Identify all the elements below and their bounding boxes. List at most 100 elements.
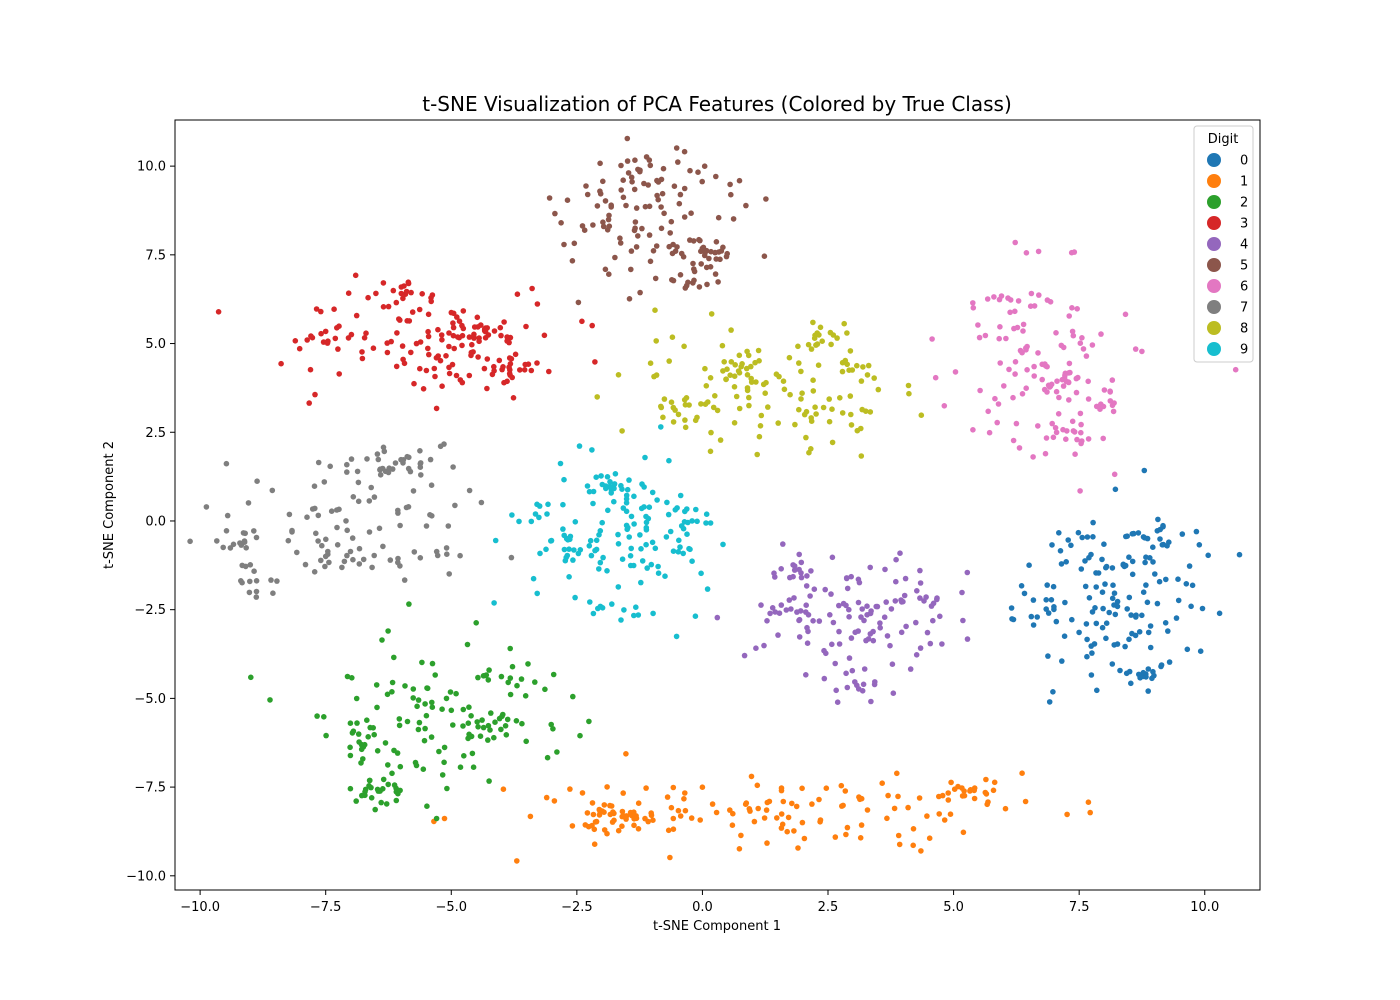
scatter-point-digit-4 (775, 632, 781, 638)
scatter-point-digit-5 (712, 271, 719, 277)
scatter-point-digit-3 (408, 349, 414, 356)
scatter-point-digit-2 (378, 799, 385, 806)
scatter-point-digit-3 (385, 303, 392, 310)
scatter-point-digit-2 (498, 673, 505, 680)
scatter-point-digit-5 (659, 190, 666, 197)
scatter-point-digit-2 (485, 737, 491, 743)
scatter-point-digit-1 (780, 798, 787, 805)
legend-label-digit-0: 0 (1240, 154, 1248, 169)
scatter-point-digit-2 (393, 785, 399, 792)
scatter-point-digit-3 (400, 295, 406, 302)
scatter-point-digit-2 (358, 760, 364, 766)
scatter-point-digit-1 (991, 779, 998, 786)
scatter-point-digit-8 (781, 386, 788, 393)
scatter-point-digit-0 (1111, 602, 1117, 608)
scatter-point-digit-4 (791, 595, 797, 601)
scatter-point-digit-8 (808, 415, 814, 421)
scatter-point-digit-4 (939, 641, 945, 647)
scatter-point-digit-0 (1101, 541, 1107, 547)
scatter-point-digit-3 (292, 338, 299, 344)
scatter-point-digit-0 (1089, 650, 1095, 656)
scatter-point-digit-8 (871, 375, 877, 381)
scatter-point-digit-5 (688, 210, 694, 216)
legend-label-digit-6: 6 (1240, 280, 1248, 295)
scatter-point-digit-1 (589, 822, 595, 829)
scatter-point-digit-8 (707, 448, 714, 455)
scatter-point-digit-7 (311, 483, 318, 490)
y-tick-label: 7.5 (145, 248, 166, 263)
scatter-point-digit-7 (405, 465, 412, 472)
scatter-point-digit-5 (730, 216, 737, 222)
scatter-point-digit-1 (879, 780, 885, 786)
scatter-point-digit-9 (676, 537, 682, 544)
scatter-point-digit-5 (698, 261, 704, 267)
scatter-point-digit-5 (653, 243, 660, 249)
scatter-point-digit-2 (479, 717, 485, 723)
scatter-point-digit-0 (1112, 611, 1119, 618)
scatter-point-digit-7 (214, 538, 220, 544)
scatter-point-digit-4 (898, 629, 905, 636)
scatter-point-digit-0 (1086, 595, 1093, 601)
scatter-point-digit-4 (852, 679, 858, 685)
scatter-point-digit-0 (1145, 688, 1151, 694)
scatter-point-digit-7 (387, 557, 394, 563)
scatter-point-digit-8 (746, 394, 752, 401)
scatter-point-digit-7 (404, 453, 411, 460)
scatter-point-digit-6 (1110, 408, 1117, 415)
scatter-point-digit-0 (1166, 539, 1172, 545)
scatter-point-digit-4 (900, 598, 906, 605)
scatter-point-digit-0 (1053, 618, 1060, 625)
scatter-point-digit-6 (932, 374, 939, 381)
scatter-point-digit-1 (838, 782, 845, 789)
scatter-point-digit-5 (655, 196, 661, 203)
scatter-point-digit-9 (624, 486, 631, 493)
scatter-point-digit-7 (386, 465, 393, 472)
scatter-point-digit-0 (1061, 633, 1068, 639)
scatter-point-digit-1 (754, 782, 761, 789)
scatter-point-digit-8 (854, 362, 860, 369)
scatter-point-digit-0 (1090, 534, 1096, 540)
scatter-point-digit-5 (667, 230, 673, 236)
scatter-point-digit-4 (858, 614, 864, 620)
scatter-point-digit-2 (550, 726, 556, 732)
scatter-point-digit-0 (1205, 552, 1211, 559)
scatter-point-digit-4 (794, 609, 800, 615)
scatter-point-digit-8 (744, 387, 751, 394)
scatter-point-digit-2 (474, 719, 481, 725)
scatter-point-digit-7 (246, 589, 253, 596)
scatter-point-digit-7 (348, 456, 355, 462)
scatter-point-digit-9 (707, 520, 714, 526)
scatter-point-digit-0 (1124, 606, 1130, 612)
scatter-point-digit-8 (837, 395, 843, 401)
scatter-point-digit-1 (1002, 805, 1009, 812)
scatter-point-digit-7 (322, 563, 328, 570)
scatter-point-digit-3 (306, 400, 313, 406)
scatter-point-digit-1 (990, 787, 997, 794)
scatter-point-digit-6 (1035, 350, 1041, 356)
scatter-point-digit-1 (543, 794, 550, 801)
scatter-point-digit-3 (380, 304, 387, 310)
scatter-point-digit-8 (755, 347, 762, 354)
scatter-point-digit-3 (399, 343, 406, 349)
scatter-point-digit-6 (1047, 299, 1054, 305)
scatter-point-digit-4 (796, 616, 803, 623)
scatter-point-digit-6 (1077, 410, 1084, 417)
scatter-point-digit-6 (1053, 388, 1060, 395)
scatter-point-digit-4 (893, 556, 899, 563)
scatter-point-digit-2 (424, 685, 430, 691)
scatter-point-digit-4 (796, 634, 803, 640)
scatter-point-digit-2 (485, 722, 492, 729)
scatter-point-digit-9 (572, 519, 579, 525)
scatter-point-digit-7 (395, 555, 401, 562)
scatter-point-digit-7 (364, 456, 370, 462)
scatter-point-digit-2 (485, 677, 492, 683)
scatter-point-digit-9 (599, 605, 606, 611)
scatter-point-digit-7 (294, 549, 300, 556)
scatter-point-digit-0 (1175, 597, 1182, 604)
scatter-point-digit-9 (693, 506, 699, 513)
scatter-point-digit-4 (881, 614, 888, 620)
scatter-point-digit-4 (772, 574, 778, 580)
scatter-point-digit-3 (332, 335, 339, 342)
scatter-point-digit-6 (1023, 385, 1029, 392)
